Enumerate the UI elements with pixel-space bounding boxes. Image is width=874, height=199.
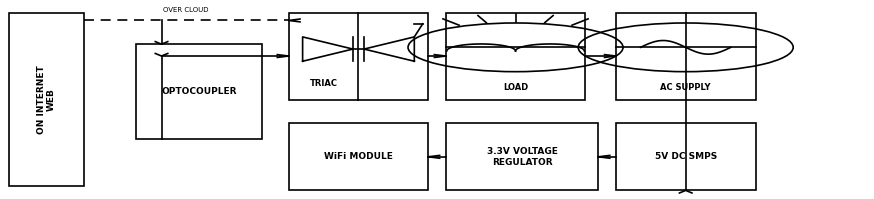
Bar bbox=[288, 13, 428, 100]
Text: TRIAC: TRIAC bbox=[309, 79, 337, 88]
Bar bbox=[10, 13, 84, 186]
Text: WiFi MODULE: WiFi MODULE bbox=[324, 152, 393, 161]
Text: OVER CLOUD: OVER CLOUD bbox=[163, 7, 209, 13]
Bar bbox=[616, 123, 755, 190]
Bar bbox=[288, 123, 428, 190]
Bar bbox=[616, 13, 755, 100]
Bar bbox=[446, 13, 586, 100]
Text: ON INTERNET
WEB: ON INTERNET WEB bbox=[37, 65, 56, 134]
Text: 5V DC SMPS: 5V DC SMPS bbox=[655, 152, 717, 161]
Text: LOAD: LOAD bbox=[503, 83, 528, 92]
Text: 3.3V VOLTAGE
REGULATOR: 3.3V VOLTAGE REGULATOR bbox=[487, 147, 558, 167]
Bar bbox=[446, 123, 599, 190]
Text: AC SUPPLY: AC SUPPLY bbox=[661, 83, 711, 92]
Bar bbox=[136, 44, 262, 139]
Text: OPTOCOUPLER: OPTOCOUPLER bbox=[162, 87, 237, 96]
